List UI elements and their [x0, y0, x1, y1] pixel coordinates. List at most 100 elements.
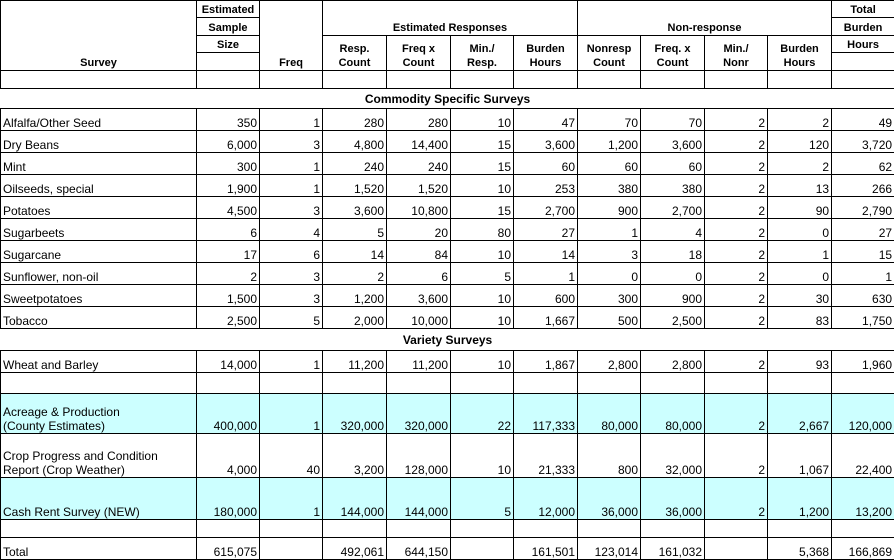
value-cell: 2: [705, 307, 768, 329]
value-cell: 4: [641, 219, 705, 241]
empty-cell: [197, 71, 260, 89]
empty-cell: [1, 71, 197, 89]
value-cell: 3,200: [323, 434, 387, 478]
value-cell: 12,000: [514, 478, 578, 520]
empty-cell: [832, 373, 894, 394]
value-cell: 1,667: [514, 307, 578, 329]
text-line: Min./: [453, 42, 511, 56]
value-cell: 1: [260, 351, 323, 373]
value-cell: 2: [768, 109, 832, 131]
column-header: Size: [197, 36, 260, 53]
value-cell: 1: [260, 478, 323, 520]
text-line: Report (Crop Weather): [3, 463, 194, 477]
survey-name: Wheat and Barley: [1, 351, 197, 373]
blank-row: [1, 71, 894, 89]
value-cell: 2,700: [641, 197, 705, 219]
empty-cell: [451, 520, 514, 538]
value-cell: 2: [705, 197, 768, 219]
empty-cell: [387, 520, 451, 538]
value-cell: 2: [705, 478, 768, 520]
value-cell: 15: [832, 241, 894, 263]
empty-cell: [260, 71, 323, 89]
value-cell: 60: [578, 153, 641, 175]
value-cell: 3,600: [387, 285, 451, 307]
value-cell: 2: [768, 153, 832, 175]
survey-name: Potatoes: [1, 197, 197, 219]
value-cell: 2,500: [641, 307, 705, 329]
empty-cell: [641, 373, 705, 394]
empty-cell: [451, 71, 514, 89]
text-line: Resp.: [453, 56, 511, 70]
value-cell: 15: [451, 153, 514, 175]
value-cell: 22,400: [832, 434, 894, 478]
value-cell: 5: [451, 478, 514, 520]
survey-name: Oilseeds, special: [1, 175, 197, 197]
value-cell: 320,000: [323, 394, 387, 434]
empty-cell: [323, 520, 387, 538]
value-cell: 2: [705, 285, 768, 307]
value-cell: 1,067: [768, 434, 832, 478]
value-cell: 253: [514, 175, 578, 197]
value-cell: 1: [768, 241, 832, 263]
value-cell: 300: [578, 285, 641, 307]
value-cell: 10: [451, 285, 514, 307]
value-cell: 1,520: [323, 175, 387, 197]
value-cell: 380: [641, 175, 705, 197]
value-cell: 3: [260, 131, 323, 153]
value-cell: 10: [451, 351, 514, 373]
text-line: Burden: [516, 42, 575, 56]
empty-cell: [832, 53, 894, 71]
text-line: Freq. x: [643, 42, 702, 56]
survey-name: Mint: [1, 153, 197, 175]
text-line: Burden: [770, 42, 829, 56]
value-cell: 1: [260, 394, 323, 434]
column-header: Min./Nonr: [705, 36, 768, 71]
value-cell: 3,600: [641, 131, 705, 153]
value-cell: 2,800: [641, 351, 705, 373]
value-cell: 180,000: [197, 478, 260, 520]
value-cell: 280: [323, 109, 387, 131]
value-cell: 40: [260, 434, 323, 478]
value-cell: 49: [832, 109, 894, 131]
value-cell: 161,032: [641, 538, 705, 560]
value-cell: 80,000: [641, 394, 705, 434]
value-cell: 120,000: [832, 394, 894, 434]
value-cell: 3: [260, 197, 323, 219]
value-cell: [260, 538, 323, 560]
value-cell: 128,000: [387, 434, 451, 478]
section-title: Variety Surveys: [1, 329, 894, 351]
text-line: (County Estimates): [3, 419, 194, 433]
value-cell: 84: [387, 241, 451, 263]
empty-cell: [768, 373, 832, 394]
value-cell: 21,333: [514, 434, 578, 478]
value-cell: 492,061: [323, 538, 387, 560]
value-cell: 144,000: [387, 478, 451, 520]
survey-name: Total: [1, 538, 197, 560]
empty-cell: [1, 373, 197, 394]
value-cell: 32,000: [641, 434, 705, 478]
value-cell: 0: [641, 263, 705, 285]
value-cell: 800: [578, 434, 641, 478]
value-cell: 60: [641, 153, 705, 175]
empty-cell: [514, 373, 578, 394]
value-cell: 166,869: [832, 538, 894, 560]
value-cell: 1,900: [197, 175, 260, 197]
value-cell: 0: [768, 219, 832, 241]
value-cell: 300: [197, 153, 260, 175]
column-header: Freq: [260, 1, 323, 71]
text-line: Hours: [770, 56, 829, 70]
group-header: Estimated Responses: [323, 1, 578, 36]
empty-cell: [197, 373, 260, 394]
value-cell: 2,790: [832, 197, 894, 219]
